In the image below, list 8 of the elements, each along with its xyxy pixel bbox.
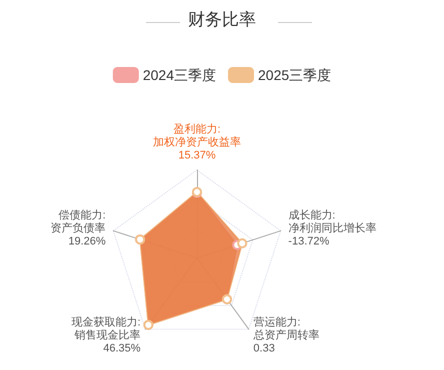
spoke-label: 偿债能力: 资产负债率 19.26% [50,208,106,248]
spoke-label: 现金获取能力: 销售现金比率 46.35% [72,316,141,355]
spoke-label: 成长能力: 净利润同比增长率 -13.72% [288,208,376,248]
spoke-label: 营运能力: 总资产周转率 0.33 [252,316,320,355]
spoke-label: 盈利能力: 加权净资产收益率 15.37% [153,122,241,162]
legend-label: 2025三季度 [258,67,332,83]
chart-title: 财务比率 [188,10,256,29]
legend-label: 2024三季度 [142,67,216,83]
